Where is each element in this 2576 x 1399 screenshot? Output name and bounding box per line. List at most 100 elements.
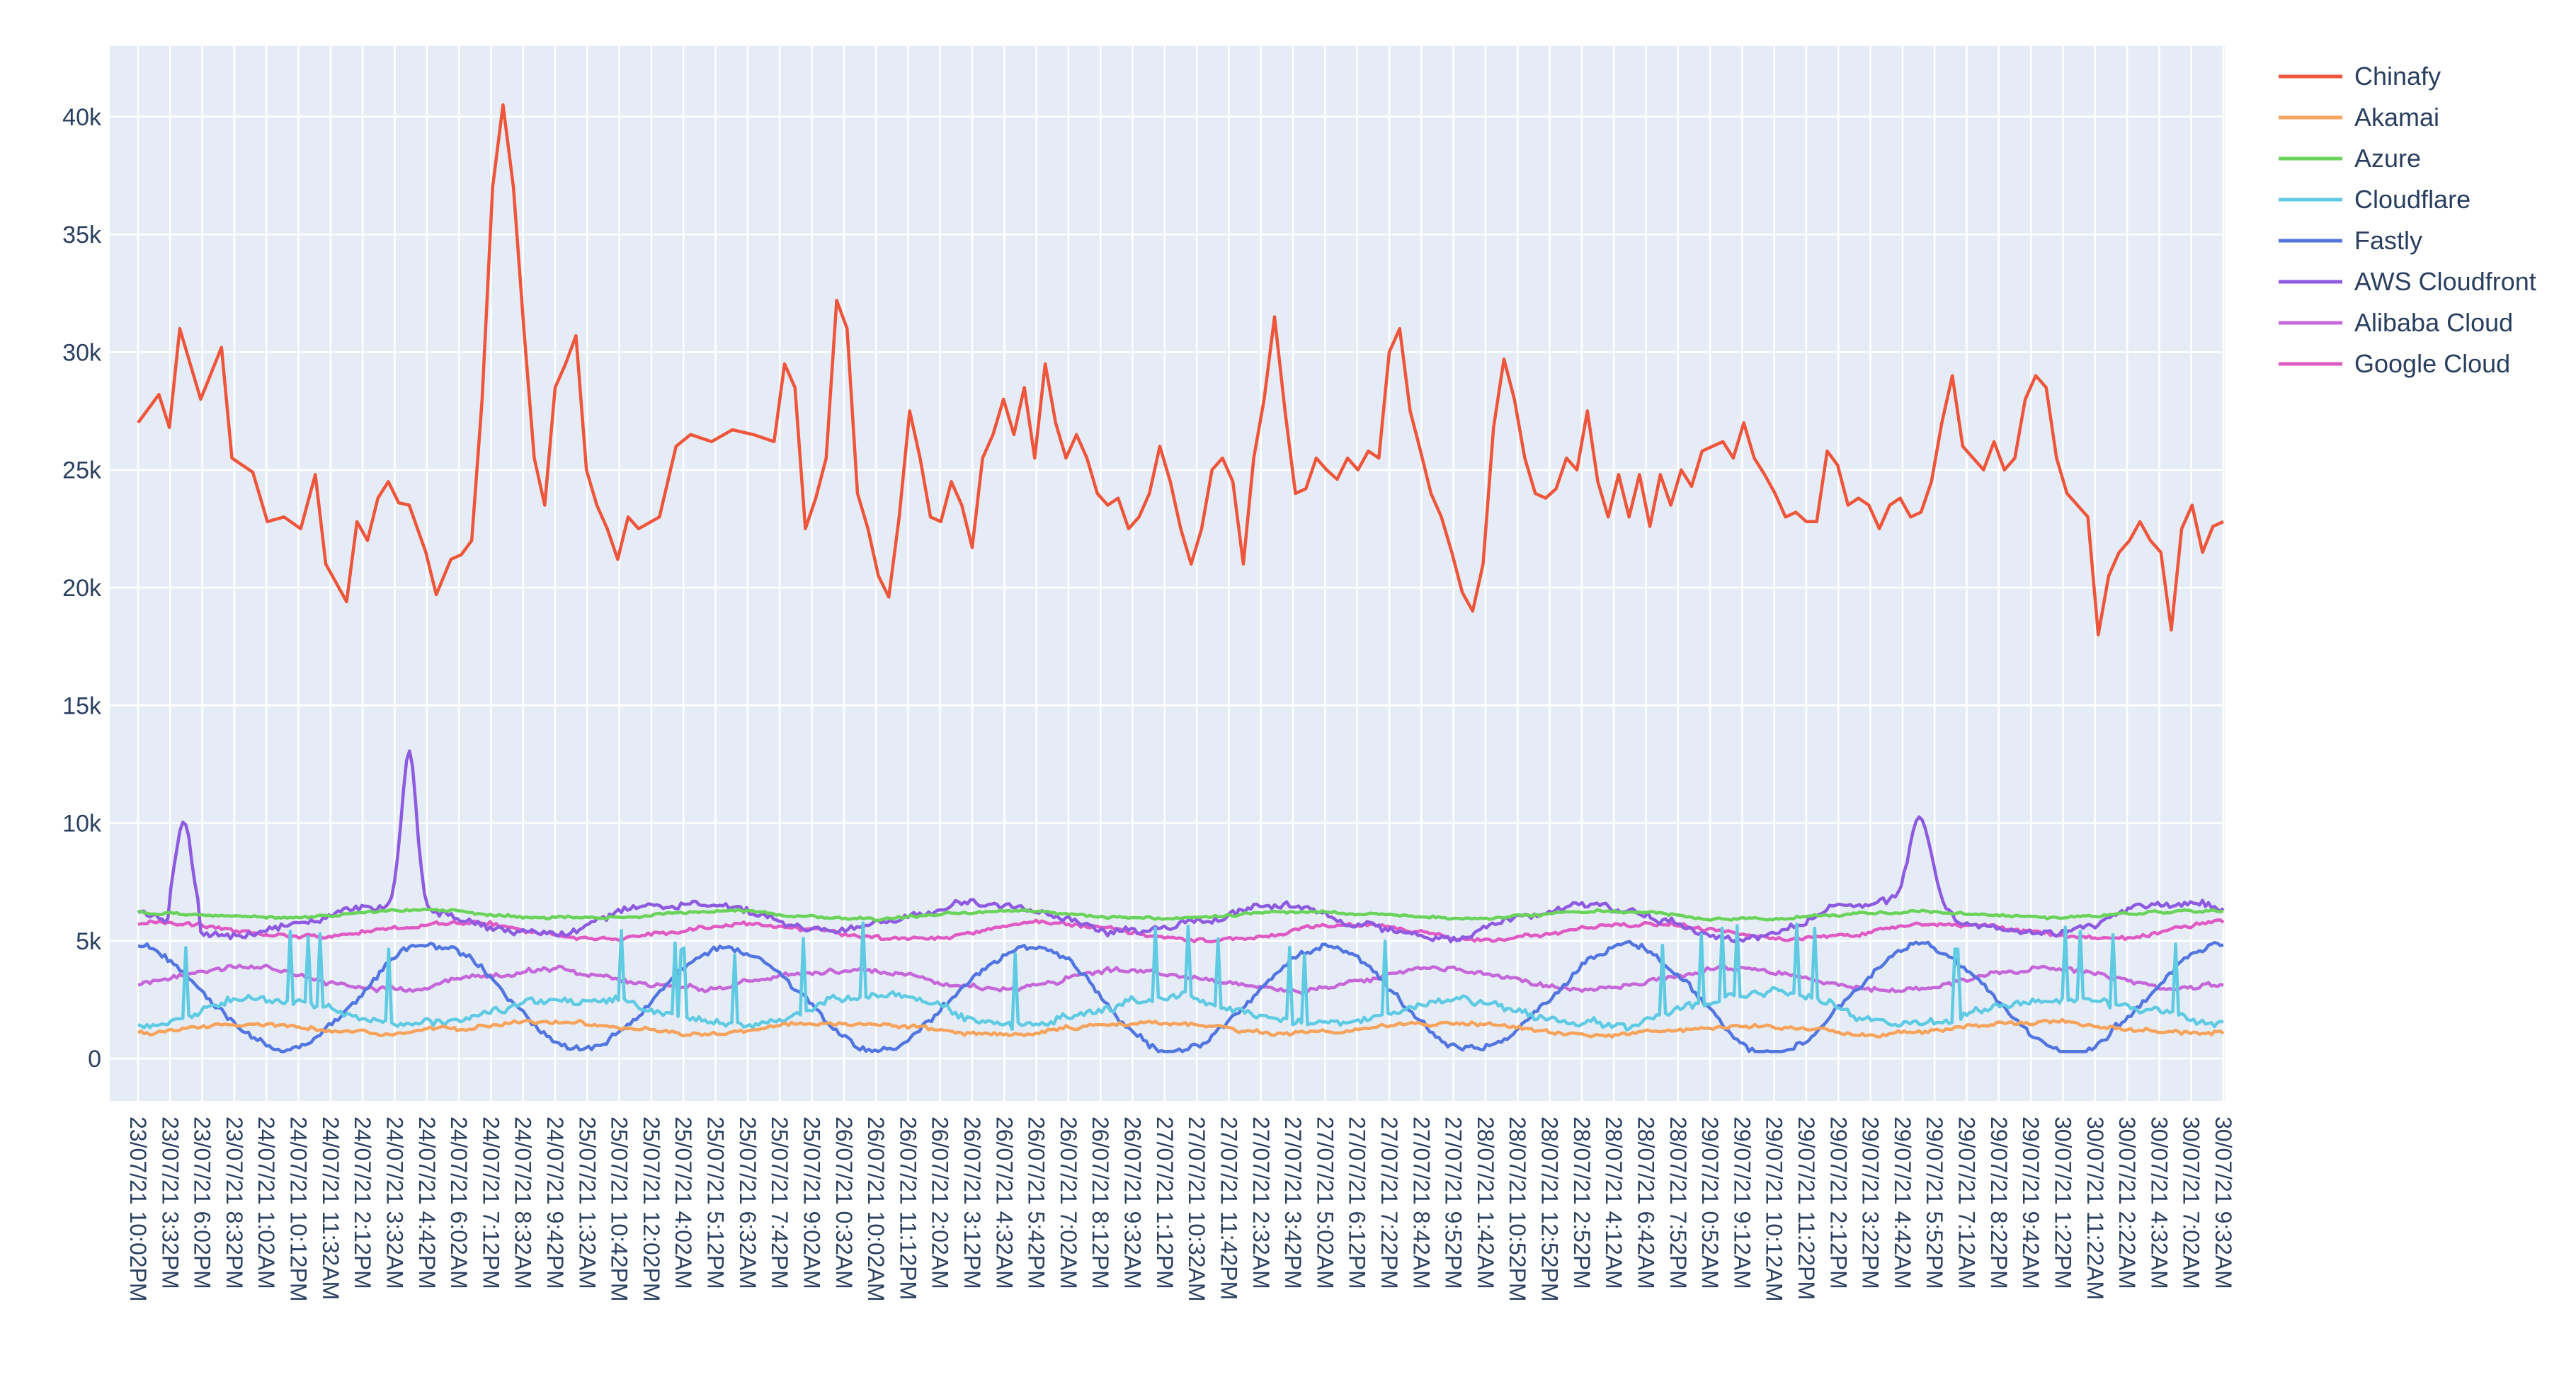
legend-item-fastly[interactable]: Fastly [2279,226,2422,255]
x-tick-label: 30/07/21 9:32AM [2211,1117,2236,1289]
legend-item-akamai[interactable]: Akamai [2279,103,2439,132]
y-tick-label: 15k [62,692,102,719]
legend-label: Azure [2354,144,2421,173]
x-tick-label: 30/07/21 2:22AM [2114,1117,2140,1289]
x-tick-label: 28/07/21 1:42AM [1473,1117,1498,1289]
legend-label: Akamai [2354,103,2439,132]
series-line-cloudflare [137,921,2224,1032]
x-tick-label: 28/07/21 10:52PM [1505,1117,1530,1302]
legend: Chinafy Akamai Azure Cloudflare Fastly AWS Cl… [2279,62,2536,378]
x-tick-label: 27/07/21 10:32AM [1184,1117,1209,1302]
x-tick-label: 27/07/21 8:42AM [1408,1117,1434,1289]
x-tick-label: 28/07/21 4:12AM [1601,1117,1626,1289]
x-axis-ticks: 23/07/21 10:02PM 23/07/21 3:32PM 23/07/21 … [125,1117,2236,1302]
x-tick-label: 24/07/21 2:12PM [350,1117,375,1289]
x-tick-label: 23/07/21 3:32PM [157,1117,183,1289]
x-tick-label: 29/07/21 2:12PM [1825,1117,1851,1289]
y-tick-label: 35k [62,222,102,249]
legend-label: Chinafy [2354,62,2441,91]
x-tick-label: 26/07/21 5:42PM [1024,1117,1049,1289]
y-tick-label: 25k [62,457,102,484]
x-tick-label: 25/07/21 5:12PM [703,1117,729,1289]
x-tick-label: 24/07/21 6:02AM [446,1117,472,1289]
x-tick-label: 28/07/21 7:52PM [1665,1117,1691,1289]
x-tick-label: 26/07/21 2:02AM [928,1117,953,1289]
series-lines [137,103,2225,1053]
x-tick-label: 28/07/21 12:52PM [1537,1117,1563,1302]
x-tick-label: 27/07/21 2:32AM [1248,1117,1274,1289]
x-tick-label: 25/07/21 1:32AM [574,1117,600,1289]
legend-item-google-cloud[interactable]: Google Cloud [2279,349,2510,378]
x-tick-label: 24/07/21 1:02AM [253,1117,279,1289]
legend-label: Google Cloud [2354,349,2510,378]
x-tick-label: 27/07/21 9:52PM [1441,1117,1466,1289]
x-tick-label: 23/07/21 10:02PM [125,1117,151,1302]
x-tick-label: 24/07/21 7:12PM [478,1117,503,1289]
x-tick-label: 27/07/21 11:42PM [1216,1117,1241,1300]
x-tick-label: 30/07/21 1:22PM [2050,1117,2075,1289]
legend-label: Cloudflare [2354,185,2470,214]
x-tick-label: 29/07/21 11:22PM [1794,1117,1819,1300]
x-tick-label: 29/07/21 8:22PM [1986,1117,2012,1289]
legend-label: Alibaba Cloud [2354,308,2513,337]
legend-item-aws-cloudfront[interactable]: AWS Cloudfront [2279,267,2536,296]
legend-label: Fastly [2354,226,2422,255]
x-tick-label: 27/07/21 5:02AM [1312,1117,1338,1289]
legend-label: AWS Cloudfront [2354,267,2536,296]
x-tick-label: 30/07/21 11:22AM [2082,1117,2108,1300]
y-tick-label: 20k [62,575,102,602]
x-tick-label: 29/07/21 5:52PM [1922,1117,1947,1289]
x-tick-label: 30/07/21 7:02AM [2179,1117,2204,1289]
x-tick-label: 24/07/21 4:42PM [414,1117,440,1289]
x-tick-label: 23/07/21 6:02PM [190,1117,215,1289]
series-line-alibaba-cloud [137,964,2224,995]
x-tick-label: 28/07/21 6:42AM [1633,1117,1658,1289]
y-axis-ticks: 0 5k 10k 15k 20k 25k 30k 35k 40k [62,104,102,1073]
legend-item-alibaba-cloud[interactable]: Alibaba Cloud [2279,308,2513,337]
x-tick-label: 26/07/21 11:12PM [895,1117,921,1300]
legend-item-cloudflare[interactable]: Cloudflare [2279,185,2470,214]
x-tick-label: 30/07/21 4:32AM [2146,1117,2172,1289]
x-tick-label: 27/07/21 3:42PM [1280,1117,1306,1289]
x-tick-label: 25/07/21 4:02AM [671,1117,696,1289]
x-tick-label: 27/07/21 6:12PM [1345,1117,1370,1289]
x-tick-label: 26/07/21 7:02AM [1056,1117,1081,1289]
y-tick-label: 10k [62,811,102,838]
x-tick-label: 29/07/21 10:12AM [1762,1117,1787,1302]
series-line-azure [138,907,2224,923]
y-tick-label: 0 [88,1046,101,1073]
x-tick-label: 29/07/21 0:52AM [1697,1117,1723,1289]
x-tick-label: 26/07/21 10:02AM [863,1117,889,1302]
x-tick-label: 25/07/21 10:42PM [607,1117,632,1302]
series-line-fastly [137,940,2224,1053]
x-tick-label: 24/07/21 9:42PM [542,1117,568,1289]
x-tick-label: 26/07/21 8:12PM [1088,1117,1113,1289]
x-tick-label: 24/07/21 10:12PM [286,1117,312,1302]
x-tick-label: 25/07/21 9:02AM [799,1117,824,1289]
x-tick-label: 29/07/21 9:12AM [1729,1117,1755,1289]
x-tick-label: 24/07/21 3:32AM [382,1117,407,1289]
x-tick-label: 29/07/21 7:12AM [1954,1117,1980,1289]
x-tick-label: 29/07/21 9:42AM [2018,1117,2044,1289]
x-tick-label: 25/07/21 6:32AM [735,1117,760,1289]
x-tick-label: 24/07/21 8:32AM [511,1117,536,1289]
y-tick-label: 40k [62,104,102,131]
x-tick-label: 25/07/21 7:42PM [767,1117,792,1289]
legend-item-azure[interactable]: Azure [2279,144,2421,173]
x-tick-label: 25/07/21 12:02PM [639,1117,664,1302]
legend-item-chinafy[interactable]: Chinafy [2279,62,2441,91]
x-tick-label: 29/07/21 4:42AM [1890,1117,1915,1289]
x-tick-label: 28/07/21 2:52PM [1569,1117,1595,1289]
x-tick-label: 27/07/21 7:22PM [1377,1117,1402,1289]
series-line-akamai [137,1017,2225,1039]
x-tick-label: 26/07/21 4:32AM [991,1117,1017,1289]
x-tick-label: 26/07/21 3:12PM [959,1117,985,1289]
x-tick-label: 26/07/21 9:32AM [1120,1117,1146,1289]
x-tick-label: 26/07/21 0:32AM [831,1117,857,1289]
x-tick-label: 27/07/21 1:12PM [1152,1117,1178,1289]
y-tick-label: 5k [76,928,102,955]
x-tick-label: 23/07/21 8:32PM [222,1117,247,1289]
x-tick-label: 29/07/21 3:22PM [1858,1117,1883,1289]
